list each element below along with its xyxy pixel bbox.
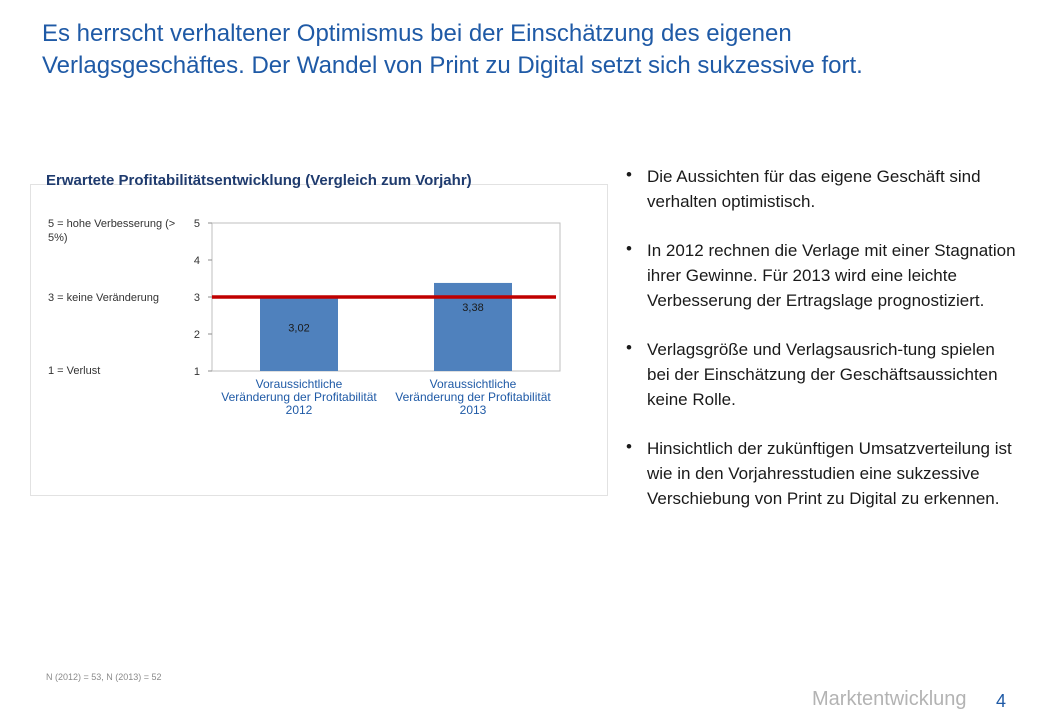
bullet-list: • Die Aussichten für das eigene Geschäft …: [622, 164, 1022, 535]
section-label: Marktentwicklung: [812, 688, 967, 710]
scale-label-neutral: 3 = keine Veränderung: [48, 292, 160, 304]
y-tick-label: 1: [194, 366, 200, 378]
slide-title: Es herrscht verhaltener Optimismus bei d…: [42, 18, 1002, 82]
bullet-icon: •: [626, 239, 632, 258]
y-tick-label: 4: [194, 255, 200, 267]
bar-value-label: 3,02: [288, 322, 309, 334]
x-category-label: 2013: [460, 403, 487, 417]
bullet-text: Hinsichtlich der zukünftigen Umsatzverte…: [647, 439, 1012, 508]
slide-title-line-1: Es herrscht verhaltener Optimismus bei d…: [42, 20, 792, 47]
chart-heading: Erwartete Profitabilitätsentwicklung (Ve…: [46, 172, 472, 189]
bullet-icon: •: [626, 437, 632, 456]
x-category-label: Voraussichtliche: [256, 377, 343, 391]
bullet-item: • Verlagsgröße und Verlagsausrich-tung sp…: [622, 337, 1022, 412]
bar: [260, 296, 338, 371]
y-tick-label: 3: [194, 292, 200, 304]
bullet-item: • In 2012 rechnen die Verlage mit einer S…: [622, 238, 1022, 313]
bullet-text: Verlagsgröße und Verlagsausrich-tung spi…: [647, 340, 998, 409]
x-category-label: Veränderung der Profitabilität: [395, 390, 551, 404]
bullet-text: Die Aussichten für das eigene Geschäft s…: [647, 167, 981, 211]
footnote: N (2012) = 53, N (2013) = 52: [46, 672, 162, 682]
bullet-icon: •: [626, 165, 632, 184]
page-number: 4: [996, 691, 1007, 711]
slide-title-line-2: Verlagsgeschäftes. Der Wandel von Print …: [42, 52, 863, 79]
scale-label-loss: 1 = Verlust: [48, 365, 101, 377]
bullet-text: In 2012 rechnen die Verlage mit einer St…: [647, 241, 1016, 310]
bullet-icon: •: [626, 338, 632, 357]
y-tick-label: 5: [194, 218, 200, 230]
bullet-item: • Hinsichtlich der zukünftigen Umsatzvert…: [622, 436, 1022, 511]
x-category-label: Veränderung der Profitabilität: [221, 390, 377, 404]
bullet-item: • Die Aussichten für das eigene Geschäft …: [622, 164, 1022, 214]
bar-value-label: 3,38: [462, 302, 483, 314]
x-category-label: Voraussichtliche: [430, 377, 517, 391]
y-tick-label: 2: [194, 329, 200, 341]
scale-label-high: 5 = hohe Verbesserung (> 5%): [48, 218, 176, 244]
x-category-label: 2012: [286, 403, 313, 417]
